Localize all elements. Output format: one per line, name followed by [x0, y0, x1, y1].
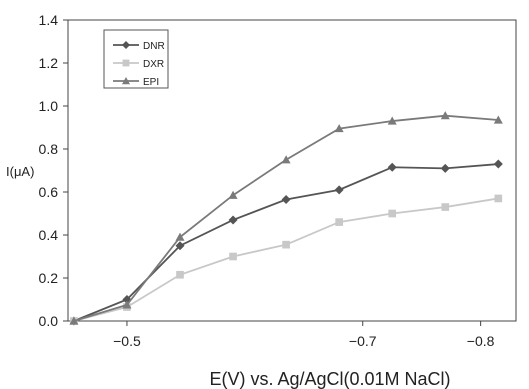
x-tick-label: −0.5: [113, 333, 141, 349]
data-point: [334, 124, 344, 133]
data-point: [440, 111, 450, 120]
data-point: [228, 215, 238, 225]
legend-label: EPI: [143, 77, 159, 88]
data-point: [493, 159, 503, 169]
data-point: [493, 115, 503, 124]
x-tick-label: −0.8: [467, 333, 495, 349]
legend-entry-epi: EPI: [113, 77, 159, 88]
x-axis-title: E(V) vs. Ag/AgCl(0.01M NaCl): [209, 369, 450, 389]
legend-entry-dxr: DXR: [113, 59, 164, 70]
data-point: [175, 232, 185, 241]
y-tick-label: 1.0: [39, 98, 59, 114]
series-dxr: [70, 194, 503, 325]
data-point: [122, 41, 130, 49]
data-point: [176, 270, 184, 279]
y-tick-label: 1.4: [39, 12, 59, 28]
data-point: [334, 185, 344, 195]
y-tick-label: 0.0: [39, 313, 59, 329]
y-tick-label: 0.2: [39, 270, 59, 286]
data-point: [122, 300, 132, 309]
series-line: [73, 197, 499, 322]
data-point: [387, 116, 397, 125]
plot-frame: [67, 19, 517, 322]
data-point: [281, 155, 291, 164]
data-point: [175, 241, 185, 251]
y-axis-title: I(μA): [6, 164, 34, 179]
legend: DNR DXR EPI: [103, 29, 169, 89]
data-point: [122, 77, 130, 85]
legend-label: DNR: [143, 41, 165, 52]
data-point: [229, 252, 237, 261]
data-point: [335, 218, 343, 226]
y-tick-label: 1.2: [39, 55, 59, 71]
series-line: [73, 114, 499, 322]
data-point: [122, 295, 132, 304]
data-point: [282, 240, 290, 249]
series-layer: [69, 111, 503, 326]
data-point: [281, 195, 291, 205]
data-point: [69, 316, 79, 325]
data-point: [441, 203, 450, 211]
data-point: [494, 194, 503, 203]
x-tick-label: −0.7: [349, 333, 377, 349]
y-tick-label: 0.4: [39, 227, 59, 243]
legend-box: [103, 29, 169, 89]
data-point: [228, 190, 238, 199]
data-point: [388, 209, 397, 218]
axes: 0.0 0.2 0.4 0.6 0.8 1.0 1.2 1.4 −0.5 −0.7 −0.8: [39, 12, 517, 349]
y-tick-label: 0.6: [39, 184, 59, 200]
data-point: [440, 163, 450, 173]
data-point: [387, 162, 397, 172]
series-epi: [69, 111, 503, 325]
data-point: [122, 59, 130, 67]
legend-label: DXR: [143, 59, 164, 70]
legend-entry-dnr: DNR: [113, 41, 165, 52]
y-tick-label: 0.8: [39, 141, 59, 157]
